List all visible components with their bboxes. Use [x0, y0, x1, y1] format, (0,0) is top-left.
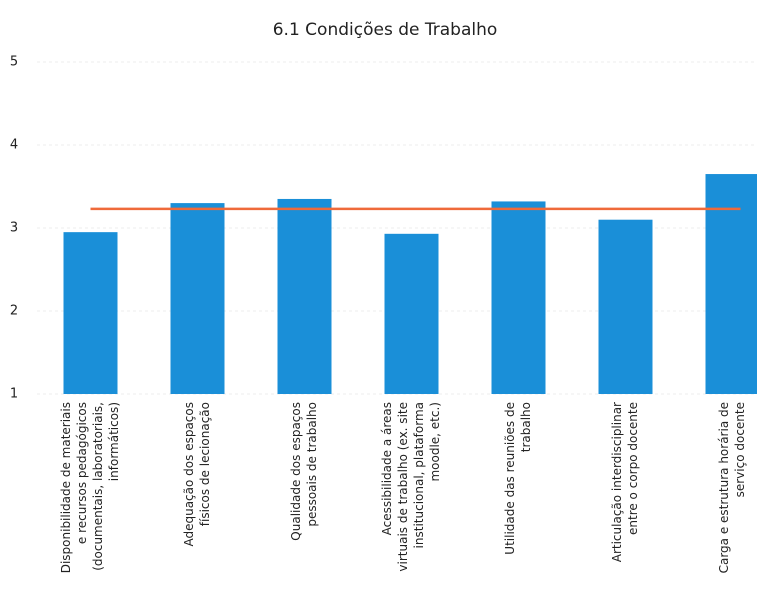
bar [705, 174, 757, 394]
x-tick-label: Adequação dos espaços [182, 402, 196, 547]
x-tick-label: pessoais de trabalho [305, 402, 319, 527]
bar [63, 232, 118, 394]
x-tick-label: trabalho [519, 402, 533, 452]
x-tick-label: Acessibilidade a áreas [380, 402, 394, 535]
x-tick-label: informáticos) [107, 402, 121, 481]
bar [598, 219, 653, 394]
bar [277, 198, 332, 394]
bar [170, 203, 225, 394]
x-tick-label: Carga e estrutura horária de [717, 402, 731, 573]
y-tick-label: 5 [10, 55, 18, 70]
x-tick-label: Articulação interdisciplinar [610, 402, 624, 562]
x-tick-label: físicos de lecionação [198, 402, 212, 526]
bar [384, 233, 439, 394]
y-tick-label: 1 [10, 387, 18, 402]
x-tick-label: Utilidade das reuniões de [503, 402, 517, 555]
y-tick-label: 3 [10, 221, 18, 236]
x-tick-label: virtuais de trabalho (ex. site [396, 402, 410, 572]
x-tick-label: Disponibilidade de materiais [59, 402, 73, 573]
chart-title: 6.1 Condições de Trabalho [273, 20, 498, 40]
x-tick-label: institucional, plataforma [412, 402, 426, 548]
bar [491, 201, 546, 394]
y-tick-label: 4 [10, 138, 18, 153]
y-tick-label: 2 [10, 304, 18, 319]
x-tick-label: serviço docente [733, 402, 747, 497]
x-tick-label: (documentais, laboratoriais, [91, 402, 105, 571]
x-tick-label: Qualidade dos espaços [289, 402, 303, 541]
x-tick-label: e recursos pedagógicos [75, 402, 89, 544]
x-tick-label: entre o corpo docente [626, 402, 640, 535]
x-tick-label: moodle, etc.) [428, 402, 442, 482]
